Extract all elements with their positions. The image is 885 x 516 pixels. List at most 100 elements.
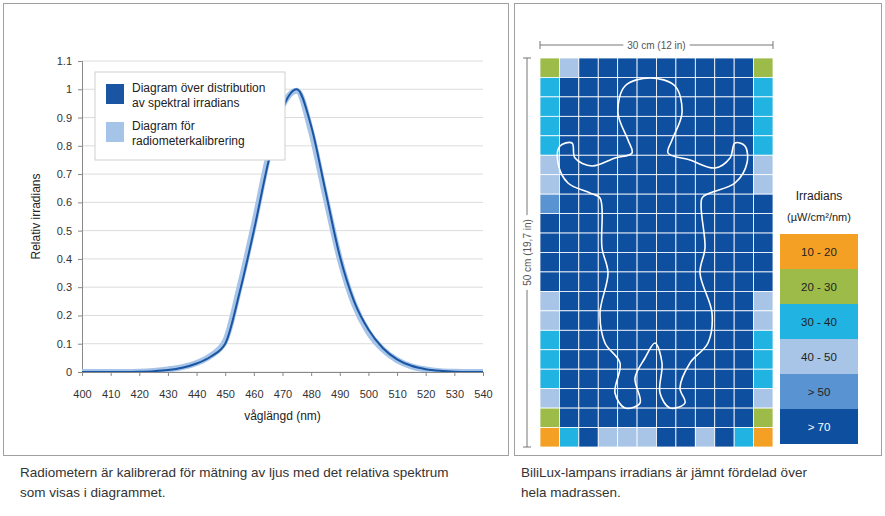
cell [754,408,773,427]
colorbar: Irradians(µW/cm²/nm)10 - 2020 - 3030 - 4… [780,189,858,444]
cell [676,253,695,272]
cell [715,428,734,447]
y-tick: 0.8 [57,140,82,152]
cell [676,428,695,447]
colorbar-label: 40 - 50 [801,351,837,363]
dimension-label-group: 50 cm (19,7 in) [522,215,533,290]
dimension-end [773,41,774,49]
cell [598,408,617,427]
cell [637,291,656,310]
cell [559,291,578,310]
cell [559,389,578,408]
cell [637,408,656,427]
cell [695,194,714,213]
cell [695,389,714,408]
cell [579,253,598,272]
x-tick: 540 [474,372,492,400]
cell [734,116,753,135]
cell [695,408,714,427]
tick-mark [254,372,255,376]
axis-line [83,373,484,377]
caption: som visas i diagrammet. [20,485,166,500]
cell [715,311,734,330]
colorbar-label: 20 - 30 [801,281,837,293]
cell [540,97,559,116]
cell [734,77,753,96]
figure: 00.10.20.30.40.50.60.70.80.911.140041042… [0,0,885,516]
tick-mark [283,372,284,376]
tick-mark [78,372,82,373]
cell [695,97,714,116]
cell [579,194,598,213]
cell [579,58,598,77]
cell [754,428,773,447]
panel-frame [4,4,509,456]
cell [540,389,559,408]
legend-label: Diagram över distributionav spektral irr… [132,81,265,110]
legend-box [95,72,285,160]
cell [676,175,695,194]
x-tick: 450 [217,372,235,400]
cell [754,116,773,135]
cell [559,408,578,427]
cell [754,77,773,96]
tick-mark [139,372,140,376]
cell [657,155,676,174]
x-tick: 530 [446,372,464,400]
cell [734,253,753,272]
tick-mark [311,372,312,376]
cell [637,58,656,77]
cell [754,253,773,272]
cell [540,253,559,272]
tick-label: 440 [188,388,206,400]
cell [540,408,559,427]
cell [598,58,617,77]
grid-line [82,230,483,231]
cell [676,311,695,330]
grid-line [82,287,483,288]
colorbar-box [780,304,858,339]
tick-label: 0.3 [57,281,72,293]
tick-label: 450 [217,388,235,400]
colorbar-title: Irradians [796,189,843,203]
cell [637,97,656,116]
cell [715,408,734,427]
cell [734,291,753,310]
text-line: av spektral irradians [132,96,239,110]
cell [715,58,734,77]
cell [715,155,734,174]
cell [637,155,656,174]
cell [676,136,695,155]
cell [754,369,773,388]
cell [540,272,559,291]
grid [82,61,483,372]
cell [676,408,695,427]
cell [754,58,773,77]
cell [715,116,734,135]
cell [559,116,578,135]
tick-label: 0.8 [57,140,72,152]
colorbar-box [780,269,858,304]
x-tick: 410 [102,372,120,400]
tick-label: 410 [102,388,120,400]
cell [637,77,656,96]
cell [695,58,714,77]
cell [734,97,753,116]
tick-mark [78,231,82,232]
cell [598,428,617,447]
cell [715,369,734,388]
grid-line [82,174,483,175]
cell [559,97,578,116]
cell [618,214,637,233]
tick-label: 530 [446,388,464,400]
cell [618,194,637,213]
cell [676,194,695,213]
cell [540,311,559,330]
dimensions: 30 cm (12 in)50 cm (19,7 in) [522,40,773,447]
cell [540,369,559,388]
tick-label: 430 [159,388,177,400]
cell [559,194,578,213]
cell [676,291,695,310]
cell [676,272,695,291]
tick-mark [78,315,82,316]
